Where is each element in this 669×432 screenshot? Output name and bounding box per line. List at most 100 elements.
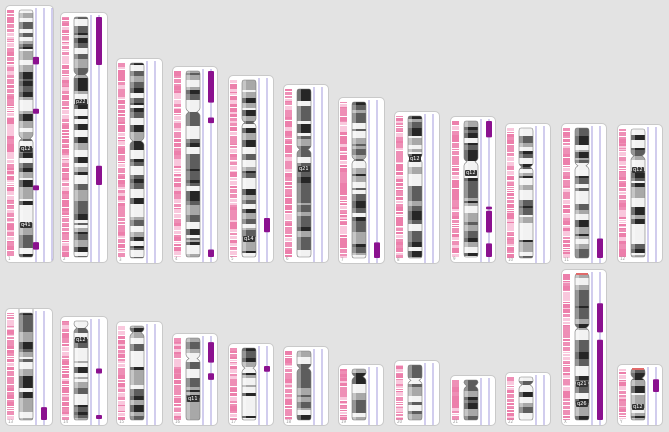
- pink-feature-mark: [396, 232, 403, 234]
- chromosome-6-panel[interactable]: q21 6: [283, 84, 329, 263]
- pink-feature-mark: [340, 410, 347, 411]
- chromosome-9-panel[interactable]: q12 9: [450, 116, 496, 263]
- chromosome-16-graphic: [174, 336, 214, 425]
- pink-feature-mark: [285, 235, 292, 237]
- chromosome-7-panel[interactable]: 7: [338, 97, 385, 264]
- pink-feature-mark: [507, 247, 514, 251]
- pink-feature-mark: [7, 95, 14, 96]
- pink-feature-mark: [285, 119, 292, 120]
- chromosome-16-panel[interactable]: q11 16: [172, 333, 218, 426]
- pink-feature-mark: [230, 357, 237, 359]
- chromosome-13-panel[interactable]: 13: [5, 308, 53, 426]
- pink-feature-mark: [396, 133, 403, 137]
- pink-feature-mark: [62, 402, 69, 406]
- pink-feature-mark: [396, 414, 403, 416]
- pink-feature-mark: [7, 330, 14, 334]
- chromosome-22-panel[interactable]: 22: [505, 372, 551, 426]
- chromosome-3-panel[interactable]: 3: [116, 58, 163, 264]
- pink-feature-mark: [174, 343, 181, 344]
- chromosome-20-panel[interactable]: 20: [394, 360, 440, 426]
- pink-feature-mark: [340, 383, 347, 384]
- pink-feature-mark: [452, 251, 459, 253]
- pink-feature-mark: [230, 80, 237, 83]
- pink-feature-mark: [230, 354, 237, 355]
- pink-feature-mark: [230, 355, 237, 357]
- chromosome-15-body: [130, 326, 144, 420]
- chromosome-11-panel[interactable]: 11: [561, 123, 607, 264]
- pink-feature-mark: [7, 385, 14, 387]
- chromosome-12-panel[interactable]: q12 12: [617, 124, 663, 263]
- pink-feature-mark: [118, 348, 125, 349]
- pink-feature-mark: [174, 373, 181, 374]
- pink-feature-mark: [174, 176, 181, 177]
- chromosome-4-panel[interactable]: 4: [172, 66, 218, 263]
- pink-feature-mark: [507, 394, 514, 398]
- pink-feature-mark: [7, 359, 14, 362]
- chromosome-6-graphic: [285, 87, 323, 262]
- chromosome-14-panel[interactable]: q12 14: [60, 316, 108, 426]
- chromosome-8-panel[interactable]: q12 8: [394, 111, 440, 264]
- chromosome-19-panel[interactable]: 19: [338, 364, 384, 426]
- chromosome-10-body: [519, 128, 533, 258]
- pink-feature-mark: [230, 229, 237, 232]
- pink-feature-mark: [62, 243, 69, 246]
- pink-feature-mark: [7, 213, 14, 216]
- chromosome-5-panel[interactable]: q14 5: [228, 75, 274, 263]
- pink-feature-mark: [118, 100, 125, 104]
- pink-feature-mark: [7, 33, 14, 36]
- pink-feature-mark: [7, 334, 14, 335]
- pink-feature-mark: [340, 138, 347, 142]
- pink-feature-mark: [174, 194, 181, 197]
- pink-feature-mark: [563, 406, 570, 409]
- chromosome-17-panel[interactable]: 17: [228, 343, 274, 426]
- pink-feature-mark: [118, 97, 125, 99]
- pink-feature-mark: [230, 181, 237, 185]
- pink-feature-mark: [62, 80, 69, 82]
- pink-feature-mark: [174, 209, 181, 213]
- pink-feature-mark: [230, 217, 237, 220]
- pink-feature-mark: [563, 196, 570, 199]
- pink-feature-mark: [230, 240, 237, 243]
- chromosome-10-panel[interactable]: 10: [505, 123, 551, 264]
- pink-feature-mark: [619, 172, 626, 173]
- pink-feature-mark: [507, 167, 514, 170]
- pink-feature-mark: [230, 116, 237, 117]
- pink-feature-mark: [396, 148, 403, 150]
- chromosome-1-panel[interactable]: q12 q41 1: [5, 5, 54, 263]
- pink-feature-mark: [563, 148, 570, 152]
- pink-feature-mark: [396, 406, 403, 407]
- pink-feature-mark: [285, 124, 292, 127]
- pink-feature-mark: [174, 169, 181, 171]
- pink-feature-mark: [62, 50, 69, 51]
- pink-feature-mark: [396, 239, 403, 242]
- pink-feature-mark: [396, 253, 403, 255]
- pink-feature-mark: [62, 87, 69, 91]
- chromosome-2-panel[interactable]: p22 2: [60, 12, 108, 263]
- pink-feature-mark: [7, 118, 14, 120]
- pink-feature-mark: [340, 132, 347, 135]
- pink-feature-mark: [230, 401, 237, 403]
- chromosome-Y-graphic: [619, 367, 659, 425]
- chromosome-15-panel[interactable]: 15: [116, 321, 163, 426]
- chromosome-21-panel[interactable]: 21: [450, 375, 496, 426]
- pink-feature-mark: [174, 93, 181, 95]
- pink-feature-mark: [452, 404, 459, 408]
- chromosome-X-panel[interactable]: q21 q26 X: [561, 269, 607, 426]
- pink-feature-mark: [452, 162, 459, 165]
- pink-feature-mark: [62, 334, 69, 338]
- pink-feature-mark: [62, 43, 69, 45]
- pink-feature-mark: [62, 228, 69, 231]
- pink-feature-mark: [62, 42, 69, 43]
- pink-feature-mark: [62, 180, 69, 182]
- pink-feature-mark: [62, 110, 69, 114]
- pink-feature-mark: [62, 381, 69, 384]
- chromosome-18-panel[interactable]: 18: [283, 346, 329, 426]
- chromosome-Y-panel[interactable]: q12 Y: [617, 364, 663, 426]
- pink-feature-mark: [563, 318, 570, 321]
- pink-feature-mark: [285, 356, 292, 357]
- pink-feature-mark: [118, 401, 125, 405]
- pink-feature-mark: [118, 146, 125, 148]
- chromosome-15-graphic: [118, 324, 156, 425]
- pink-feature-mark: [7, 315, 14, 316]
- annotation-block: [653, 379, 659, 392]
